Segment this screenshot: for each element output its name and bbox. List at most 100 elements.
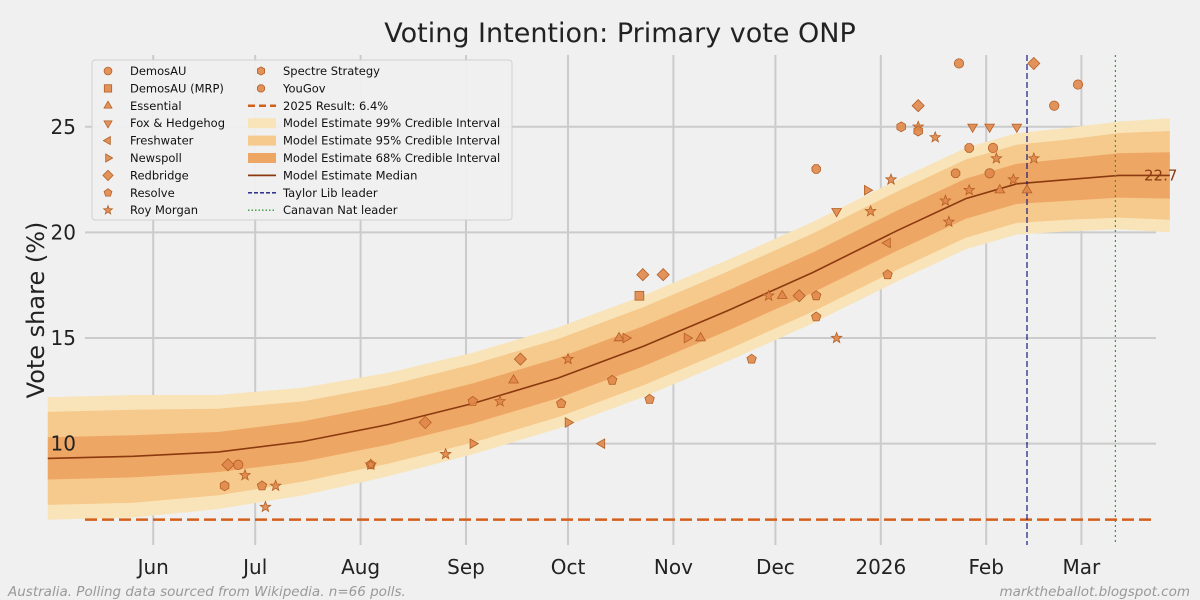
point-freshwater: [595, 438, 606, 450]
point-redbridge: [221, 458, 235, 472]
point-redbridge: [418, 415, 432, 430]
point-redbridge: [911, 99, 925, 113]
point-essential: [695, 331, 707, 342]
x-tick-label: 2026: [855, 555, 906, 579]
legend-marker: [103, 120, 113, 129]
legend-marker: [103, 84, 113, 93]
point-resolve: [256, 480, 268, 491]
point-roy-morgan: [259, 500, 272, 513]
legend-marker: [105, 153, 114, 163]
y-axis-label: Vote share (%): [22, 222, 50, 399]
point-essential: [1021, 183, 1033, 194]
point-resolve: [811, 311, 822, 322]
legend-marker: [103, 66, 113, 76]
point-roy-morgan: [990, 151, 1003, 164]
legend-label: Newspoll: [130, 151, 182, 165]
legend-marker: [102, 169, 114, 182]
point-redbridge: [656, 268, 670, 282]
legend-label: Spectre Strategy: [283, 64, 380, 78]
point-essential: [613, 331, 625, 342]
y-tick-label: 20: [51, 220, 76, 244]
legend-label: Model Estimate Median: [283, 168, 417, 182]
point-redbridge: [792, 289, 806, 303]
legend-label: Redbridge: [130, 168, 189, 182]
legend-marker: [256, 66, 266, 76]
legend-label: Taylor Lib leader: [282, 186, 378, 200]
legend-label: Model Estimate 99% Credible Interval: [283, 116, 500, 130]
point-resolve: [607, 374, 618, 385]
point-newspoll: [864, 184, 874, 196]
legend-marker: [103, 100, 113, 109]
point-roy-morgan: [439, 447, 452, 460]
median-line: [47, 174, 1170, 460]
legend-label: Model Estimate 95% Credible Interval: [283, 134, 500, 148]
legend-ci95-swatch: [248, 135, 276, 146]
poll-points: [219, 56, 1084, 513]
legend-box: [91, 59, 513, 221]
legend-marker: [256, 84, 266, 93]
legend-label: Essential: [130, 99, 182, 113]
legend-label: 2025 Result: 6.4%: [283, 99, 388, 113]
point-roy-morgan: [1027, 151, 1041, 164]
legend-ci99-swatch: [248, 118, 276, 129]
point-resolve: [556, 398, 567, 408]
y-tick-label: 10: [51, 432, 76, 456]
point-roy-morgan: [830, 331, 843, 344]
x-tick-label: Oct: [551, 555, 586, 579]
point-demosau: [984, 168, 995, 179]
point-newspoll: [683, 332, 694, 344]
point-demosau: [1072, 79, 1084, 90]
point-demosau: [953, 58, 965, 69]
point-roy-morgan: [942, 215, 956, 228]
point-demosau: [233, 459, 244, 470]
x-tick-label: Jul: [241, 555, 267, 579]
legend-label: DemosAU (MRP): [130, 81, 224, 95]
x-tick-label: Feb: [968, 555, 1003, 579]
legend-ci68-swatch: [248, 153, 276, 163]
point-yougov: [964, 143, 974, 153]
point-yougov: [950, 168, 961, 179]
legend-label: Model Estimate 68% Credible Interval: [283, 151, 500, 165]
point-newspoll: [564, 417, 575, 428]
point-fox-hedgehog: [1011, 123, 1023, 134]
x-tick-label: Jun: [136, 555, 169, 579]
point-newspoll: [622, 332, 633, 344]
legend-label: Canavan Nat leader: [283, 203, 398, 217]
legend-marker: [103, 188, 113, 197]
reference-lines: [85, 55, 1156, 545]
point-redbridge: [1027, 56, 1041, 71]
point-resolve: [746, 353, 757, 364]
point-roy-morgan: [364, 458, 378, 471]
point-roy-morgan: [884, 172, 898, 186]
point-spectre-strategy: [219, 480, 230, 492]
point-roy-morgan: [1007, 172, 1020, 186]
legend-label: DemosAU: [130, 64, 186, 78]
point-essential: [508, 374, 520, 384]
point-redbridge: [513, 352, 527, 366]
legend-label: Freshwater: [130, 134, 194, 148]
x-tick-label: Sep: [447, 555, 485, 579]
legend-label: Fox & Hedgehog: [130, 116, 225, 130]
point-fox-hedgehog: [984, 123, 996, 134]
end-value-label: 22.7: [1144, 166, 1177, 184]
x-tick-label: Nov: [654, 555, 693, 579]
chart-title: Voting Intention: Primary vote ONP: [384, 18, 856, 49]
point-demosau: [1049, 100, 1060, 111]
axis-ticks: 10 15 20 25 Jun Jul Aug Sep Oct Nov Dec 2026 Feb Mar: [51, 115, 1101, 579]
legend-marker: [102, 204, 114, 215]
point-roy-morgan: [238, 468, 252, 481]
footer-credit: marktheballot.blogspot.com: [999, 584, 1190, 600]
point-roy-morgan: [939, 194, 952, 207]
legend-label: YouGov: [282, 81, 326, 95]
point-essential: [776, 289, 788, 299]
point-roy-morgan: [762, 289, 775, 302]
point-spectre-strategy: [913, 125, 923, 137]
point-roy-morgan: [962, 183, 976, 196]
y-tick-label: 15: [51, 326, 76, 350]
legend-label: Resolve: [130, 186, 175, 200]
point-spectre-strategy: [896, 121, 906, 133]
point-fox-hedgehog: [967, 123, 979, 134]
footer-source: Australia. Polling data sourced from Wik…: [7, 584, 406, 600]
point-demosau-mrp: [634, 290, 645, 301]
